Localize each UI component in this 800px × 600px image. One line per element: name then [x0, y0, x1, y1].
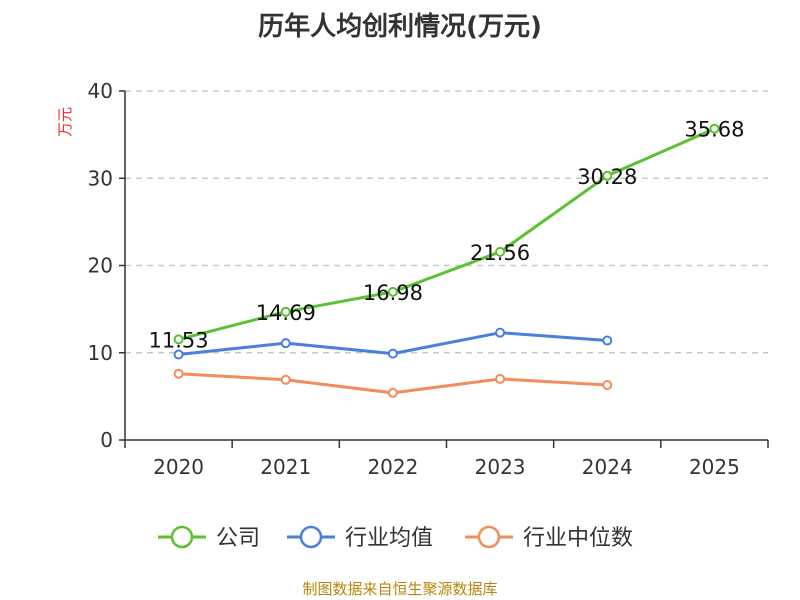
- y-tick-label: 30: [88, 166, 113, 190]
- x-tick-label: 2024: [582, 455, 633, 479]
- x-tick-label: 2023: [475, 455, 526, 479]
- data-point: [280, 374, 291, 385]
- data-point: [173, 334, 184, 345]
- series-line-0: [178, 127, 716, 341]
- source-note: 制图数据来自恒生聚源数据库: [302, 580, 498, 598]
- legend-label-0: 公司: [216, 526, 260, 551]
- legend-marker-0: [170, 525, 194, 549]
- data-point: [495, 373, 506, 384]
- y-tick-label: 10: [88, 341, 113, 365]
- data-point: [602, 335, 613, 346]
- x-tick-label: 2020: [153, 455, 204, 479]
- legend-marker-1: [299, 525, 323, 549]
- y-tick-label: 40: [88, 79, 113, 103]
- data-point: [602, 170, 613, 181]
- legend-label-2: 行业中位数: [523, 526, 633, 551]
- data-point: [173, 368, 184, 379]
- data-label: 35.68: [684, 118, 744, 142]
- x-tick-label: 2021: [260, 455, 311, 479]
- legend-marker-2: [477, 525, 501, 549]
- data-label: 14.69: [256, 301, 316, 325]
- data-label: 30.28: [577, 165, 637, 189]
- data-point: [387, 387, 398, 398]
- data-point: [495, 327, 506, 338]
- data-point: [709, 123, 720, 134]
- data-label: 21.56: [470, 241, 530, 265]
- y-tick-label: 0: [100, 428, 113, 452]
- legend-label-1: 行业均值: [345, 526, 433, 551]
- data-point: [602, 380, 613, 391]
- data-point: [387, 348, 398, 359]
- y-tick-label: 20: [88, 254, 113, 278]
- data-point: [495, 246, 506, 257]
- data-label: 11.53: [149, 328, 209, 352]
- data-point: [387, 286, 398, 297]
- y-axis-label: 万元: [56, 107, 74, 137]
- data-point: [280, 338, 291, 349]
- data-point: [280, 306, 291, 317]
- data-label: 16.98: [363, 281, 423, 305]
- chart-title: 历年人均创利情况(万元): [258, 12, 542, 42]
- x-tick-label: 2022: [367, 455, 418, 479]
- data-point: [173, 349, 184, 360]
- x-tick-label: 2025: [689, 455, 740, 479]
